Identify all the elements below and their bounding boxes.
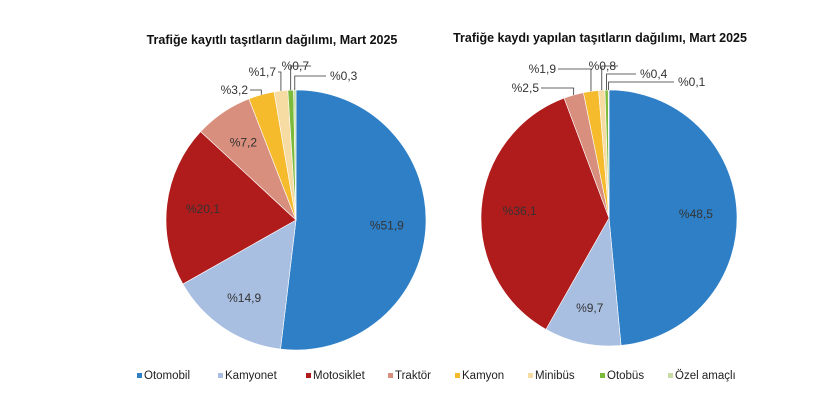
data-label: %51,9: [370, 218, 404, 232]
legend-item: Motosiklet: [313, 370, 366, 382]
legend-item: Özel amaçlı: [675, 370, 736, 382]
data-label: %9,7: [576, 301, 604, 315]
legend-item: Kamyonet: [225, 370, 278, 382]
legend-swatch: [388, 373, 393, 378]
data-label: %0,3: [330, 69, 358, 83]
data-label: %1,7: [249, 65, 277, 79]
data-label: %14,9: [227, 291, 261, 305]
leader-line: [558, 68, 592, 92]
legend-swatch: [218, 373, 223, 378]
pie-slice-otomobil: [280, 89, 427, 351]
leader-line: [608, 81, 674, 91]
leader-line: [250, 89, 262, 95]
legend-swatch: [600, 373, 605, 378]
pie-slice-motosiklet: [165, 131, 297, 285]
legend-item: Traktör: [395, 370, 431, 382]
pie-slice-motosiklet: [480, 97, 610, 330]
legend-swatch: [668, 373, 673, 378]
chart-title-left: Trafiğe kayıtlı taşıtların dağılımı, Mar…: [147, 33, 398, 47]
leader-line: [541, 87, 575, 95]
pie-slice-otomobil: [608, 89, 738, 346]
data-label: %0,7: [282, 59, 310, 73]
data-label: %2,5: [512, 81, 540, 95]
legend-item: Minibüs: [535, 370, 575, 382]
legend-swatch: [306, 373, 311, 378]
legend-item: Otobüs: [607, 370, 644, 382]
data-label: %0,4: [640, 67, 668, 81]
data-label: %7,2: [230, 136, 258, 150]
legend-swatch: [137, 373, 142, 378]
data-label: %36,1: [503, 204, 537, 218]
legend-swatch: [455, 373, 460, 378]
leader-line: [606, 73, 636, 91]
pie-slice-kamyonet: [545, 217, 622, 347]
leader-line: [601, 65, 618, 91]
data-label: %3,2: [221, 83, 249, 97]
leader-line: [294, 75, 326, 91]
leader-line: [290, 65, 311, 91]
chart-title-right: Trafiğe kaydı yapılan taşıtların dağılım…: [453, 31, 747, 45]
data-label: %0,1: [678, 75, 706, 89]
legend-item: Otomobil: [144, 370, 190, 382]
data-label: %1,9: [529, 62, 557, 76]
data-label: %20,1: [186, 202, 220, 216]
leader-line: [278, 71, 282, 91]
legend-item: Kamyon: [462, 370, 504, 382]
legend-swatch: [528, 373, 533, 378]
pie-slice-kamyonet: [182, 219, 297, 350]
data-label: %0,8: [589, 59, 617, 73]
data-label: %48,5: [679, 207, 713, 221]
